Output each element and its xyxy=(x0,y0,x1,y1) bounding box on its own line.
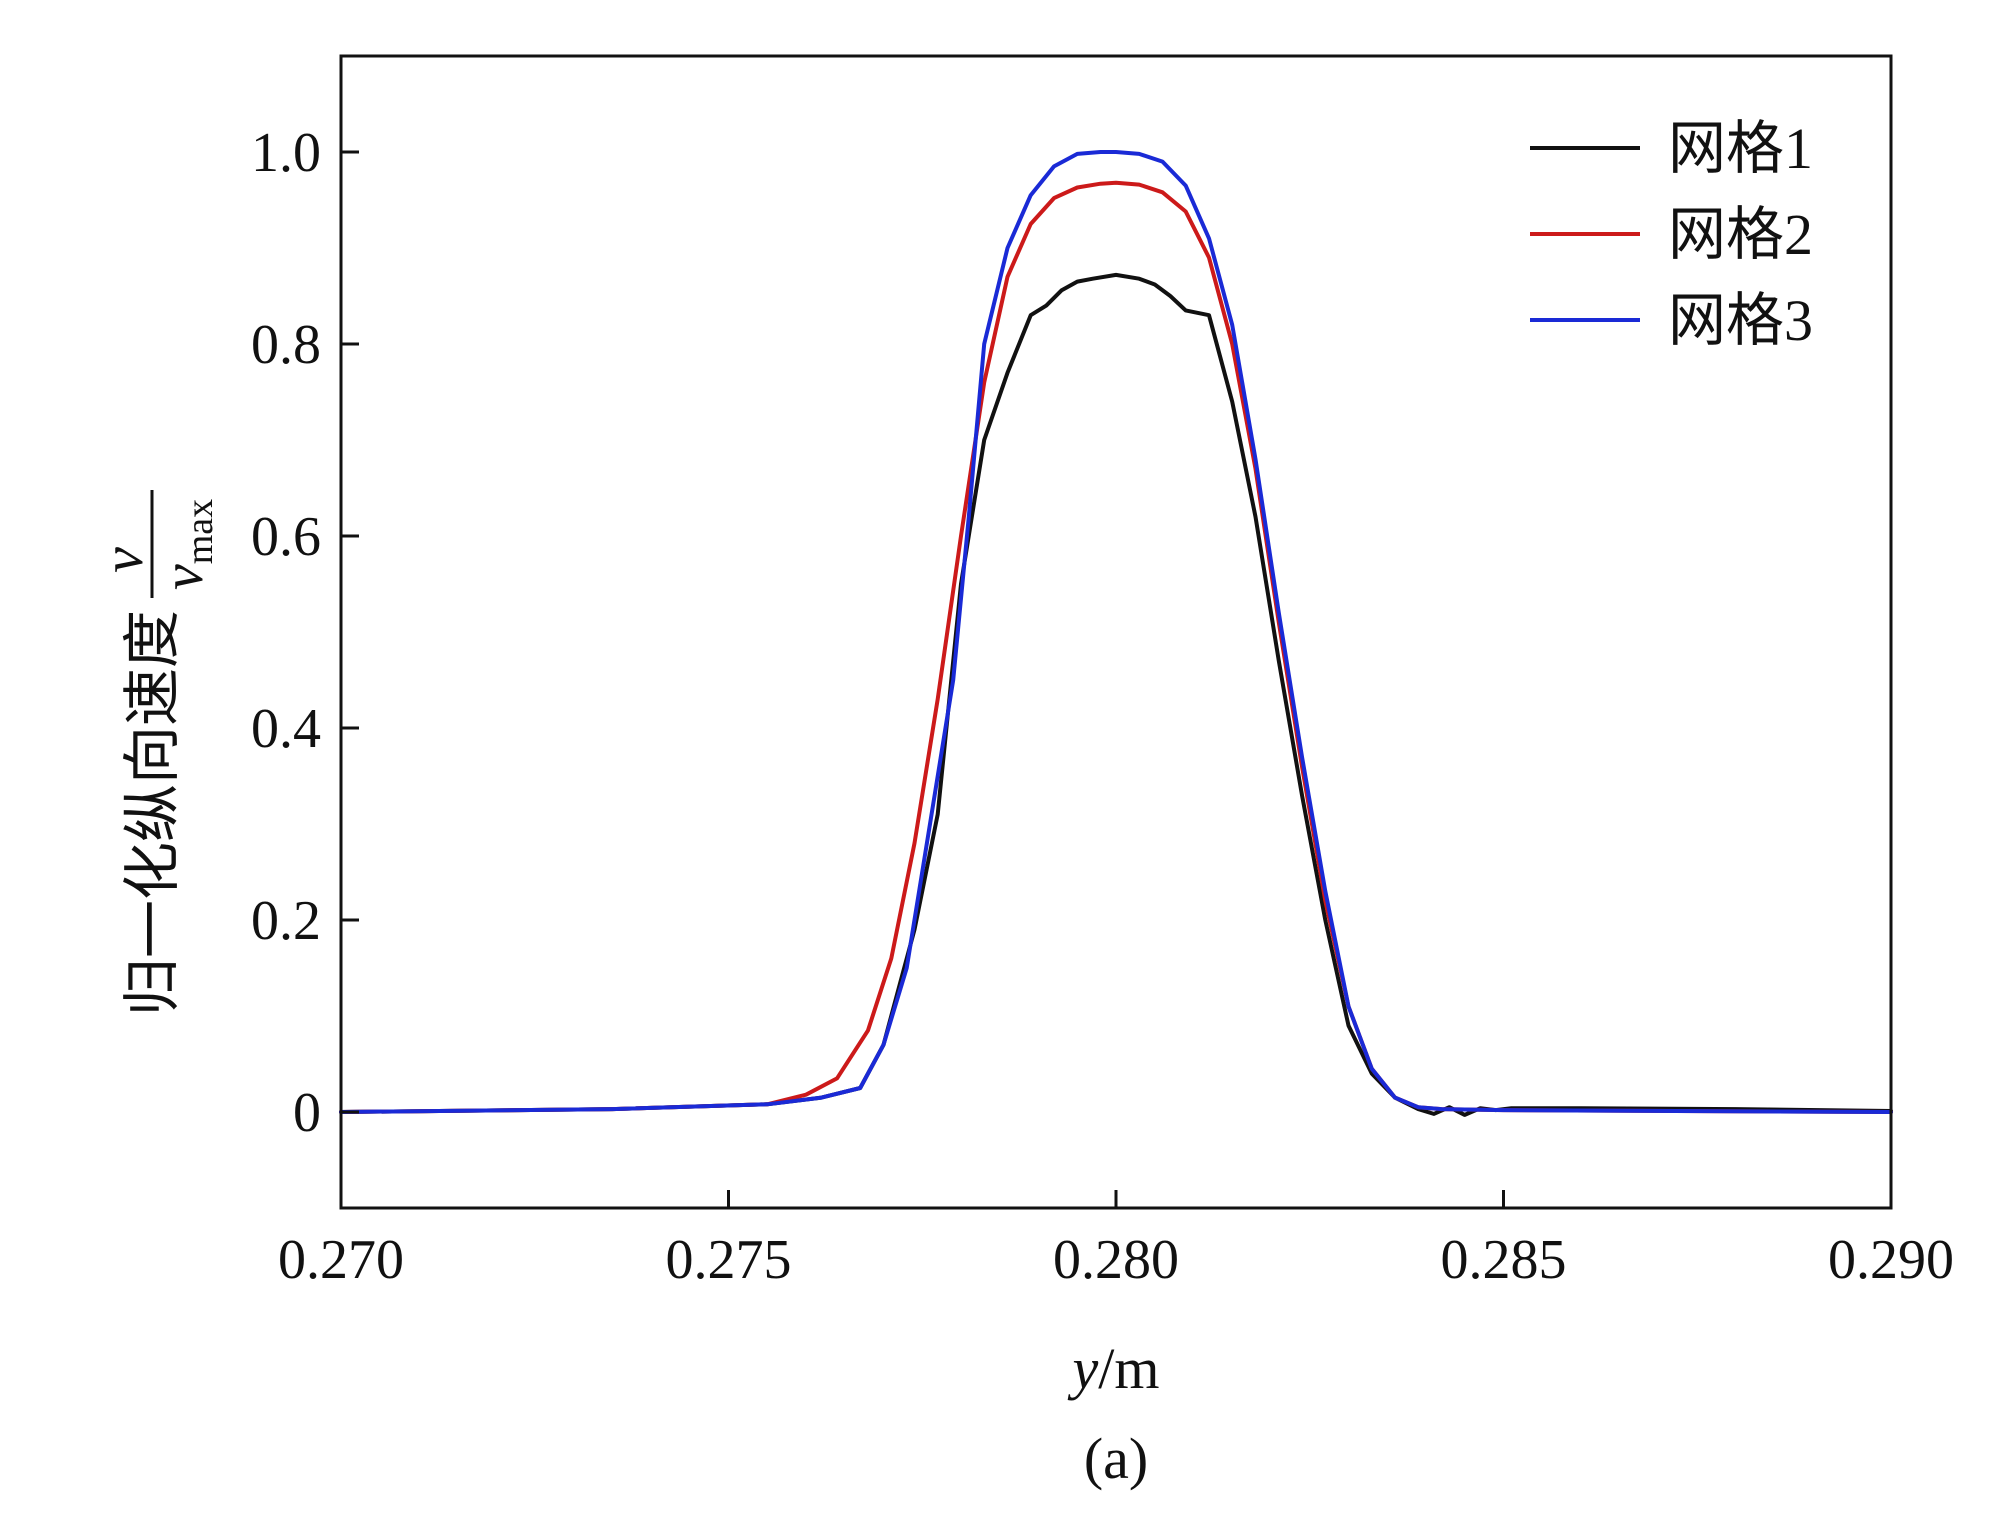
tick-layer: 0.270 0.275 0.280 0.285 0.290 0 0.2 0.4 0.6 0.8 1.… xyxy=(251,122,1954,1291)
y-tick-label: 0.6 xyxy=(251,506,321,568)
series-layer xyxy=(339,150,1893,1117)
figure-caption: (a) xyxy=(1084,1426,1148,1491)
y-axis-title-subscript: max xyxy=(179,499,221,564)
x-tick-label: 0.290 xyxy=(1828,1229,1954,1291)
x-tick-label: 0.275 xyxy=(666,1229,792,1291)
y-axis-title-text: 归一化纵向速度 xyxy=(120,610,185,1016)
legend: 网格1 网格2 网格3 xyxy=(1530,116,1813,353)
y-axis-title-denominator: vmax xyxy=(150,499,221,590)
y-axis-title: 归一化纵向速度 v vmax xyxy=(90,490,221,1016)
x-axis-title-variable: y xyxy=(1068,1336,1099,1401)
legend-label-3: 网格3 xyxy=(1668,288,1813,353)
y-tick-label: 0.4 xyxy=(251,698,321,760)
series-line-3 xyxy=(339,150,1893,1114)
y-tick-label: 0.8 xyxy=(251,314,321,376)
y-axis-title-numerator: v xyxy=(90,547,155,573)
x-tick-label: 0.285 xyxy=(1441,1229,1567,1291)
legend-label-2: 网格2 xyxy=(1668,202,1813,267)
x-tick-label: 0.280 xyxy=(1053,1229,1179,1291)
plot-area-frame xyxy=(339,54,1893,1210)
x-axis-title-unit: /m xyxy=(1098,1336,1159,1401)
y-tick-label: 1.0 xyxy=(251,122,321,184)
legend-label-1: 网格1 xyxy=(1668,116,1813,181)
x-axis-title: y/m xyxy=(1068,1336,1160,1401)
y-tick-label: 0 xyxy=(293,1082,321,1144)
series-line-2 xyxy=(339,180,1893,1114)
x-tick-label: 0.270 xyxy=(278,1229,404,1291)
y-tick-label: 0.2 xyxy=(251,890,321,952)
series-line-1 xyxy=(339,272,1893,1117)
